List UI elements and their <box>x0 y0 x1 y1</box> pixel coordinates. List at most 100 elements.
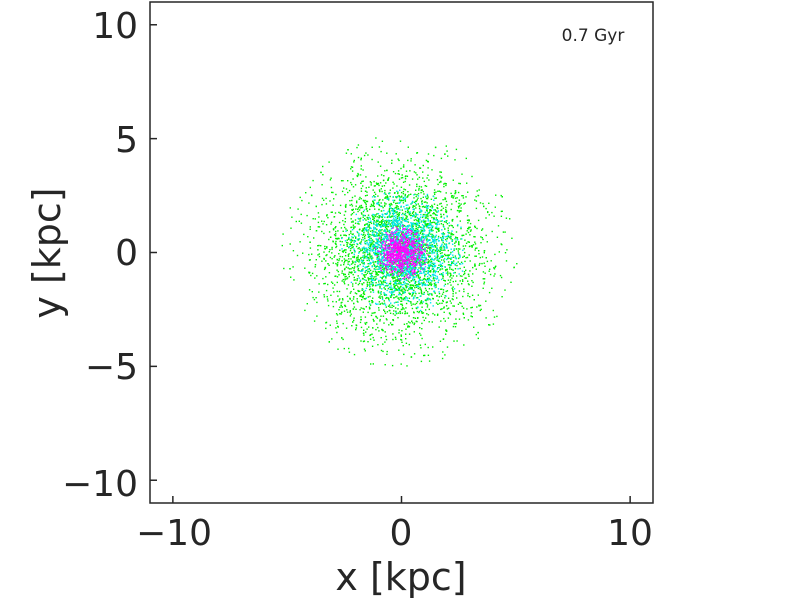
point <box>363 340 366 342</box>
point <box>447 234 449 236</box>
point <box>373 244 376 246</box>
point <box>379 198 381 201</box>
point <box>447 272 449 275</box>
point <box>395 196 398 199</box>
point <box>461 283 463 285</box>
point <box>402 199 404 202</box>
point <box>398 222 401 225</box>
point <box>350 203 353 206</box>
point <box>400 303 402 305</box>
point <box>368 216 370 219</box>
point <box>476 227 478 230</box>
point <box>418 299 420 301</box>
point <box>355 245 358 248</box>
point <box>467 283 470 285</box>
point <box>420 221 422 223</box>
point <box>401 218 403 220</box>
point <box>419 288 421 290</box>
point <box>426 236 428 238</box>
point <box>397 158 399 160</box>
point <box>395 301 397 303</box>
point <box>408 194 410 196</box>
point <box>446 204 448 206</box>
point <box>402 216 404 219</box>
point <box>378 258 380 260</box>
point <box>478 264 480 266</box>
point <box>383 300 385 302</box>
point <box>427 260 429 263</box>
point <box>450 238 452 240</box>
point <box>399 235 401 237</box>
point <box>444 254 447 257</box>
point <box>428 260 431 262</box>
point <box>391 306 393 309</box>
point <box>422 164 424 167</box>
point <box>369 227 371 229</box>
point <box>393 208 395 210</box>
point <box>360 204 363 207</box>
point <box>347 300 349 302</box>
point <box>397 191 399 193</box>
point <box>457 191 460 194</box>
point <box>370 314 373 317</box>
point <box>415 231 417 233</box>
point <box>366 255 368 257</box>
point <box>458 211 460 213</box>
point <box>436 244 439 247</box>
point <box>368 288 371 291</box>
point <box>374 227 377 229</box>
point <box>365 250 367 252</box>
point <box>353 353 356 356</box>
point <box>420 239 423 241</box>
point <box>363 230 365 232</box>
point <box>406 270 409 272</box>
point <box>345 266 348 268</box>
point <box>431 321 433 323</box>
point <box>435 191 437 193</box>
point <box>363 214 365 217</box>
point <box>462 234 465 236</box>
point <box>364 202 367 204</box>
point <box>376 274 379 276</box>
point <box>427 235 429 237</box>
point <box>335 230 337 233</box>
point <box>416 260 419 262</box>
point <box>421 264 423 266</box>
point <box>421 311 423 313</box>
point <box>404 313 406 315</box>
point <box>418 207 421 210</box>
point <box>295 220 297 223</box>
point <box>498 251 500 253</box>
point <box>400 225 402 227</box>
point <box>351 260 354 262</box>
point <box>433 209 435 211</box>
point <box>352 321 354 323</box>
point <box>380 230 382 232</box>
point <box>367 229 369 232</box>
point <box>407 226 410 228</box>
point <box>407 221 410 223</box>
point <box>350 268 352 270</box>
point <box>342 251 344 253</box>
point <box>436 259 438 261</box>
point <box>410 228 413 231</box>
point <box>365 251 368 253</box>
point <box>351 246 353 249</box>
point <box>378 208 380 211</box>
point <box>386 212 388 214</box>
point <box>412 279 414 281</box>
point <box>413 280 415 282</box>
point <box>418 280 420 282</box>
point <box>353 267 355 270</box>
point <box>483 281 486 283</box>
point <box>324 248 326 250</box>
point <box>358 234 360 236</box>
point <box>361 249 363 251</box>
point <box>436 211 438 213</box>
point <box>350 313 352 315</box>
point <box>342 180 344 182</box>
point <box>432 278 435 280</box>
point <box>374 253 376 256</box>
point <box>402 196 404 199</box>
point <box>434 274 436 276</box>
